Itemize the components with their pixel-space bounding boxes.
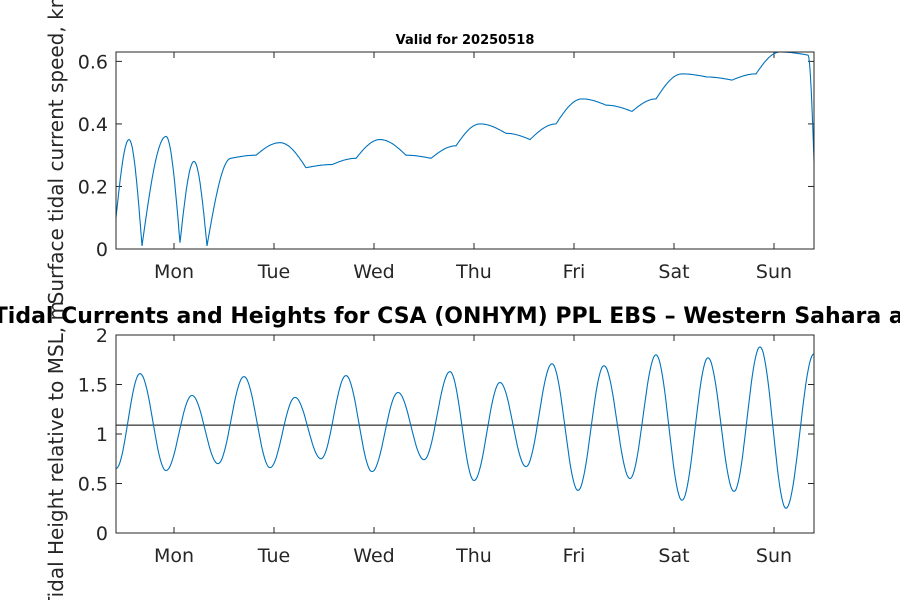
bottom-x-tick-label: Tue	[257, 545, 290, 567]
bottom-x-tick-label: Fri	[563, 545, 586, 567]
bottom-chart-title: Tidal Currents and Heights for CSA (ONHY…	[0, 304, 900, 329]
bottom-axes-box	[115, 334, 815, 534]
bottom-y-tick-label: 0.5	[78, 474, 108, 496]
tidal-height-panel: Tidal Currents and Heights for CSA (ONHY…	[0, 301, 900, 600]
current-speed-series-line	[115, 51, 815, 246]
bottom-y-tick-label: 0	[96, 523, 108, 545]
top-y-axis-label: Surface tidal current speed, kn	[44, 0, 68, 304]
top-x-tick-label: Fri	[563, 261, 586, 283]
bottom-x-tick-label: Mon	[154, 545, 194, 567]
top-x-tick-label: Tue	[257, 261, 290, 283]
bottom-y-tick-label: 2	[96, 325, 108, 347]
top-chart-title: Valid for 20250518	[396, 33, 535, 48]
top-x-tick-label: Thu	[455, 261, 492, 283]
top-y-tick-label: 0.2	[78, 176, 108, 198]
current-speed-panel: Valid for 20250518 Surface tidal current…	[44, 0, 815, 304]
top-x-tick-label: Sun	[756, 261, 792, 283]
top-y-tick-label: 0	[96, 239, 108, 261]
bottom-x-tick-label: Thu	[455, 545, 492, 567]
bottom-x-tick-label: Wed	[353, 545, 394, 567]
top-x-tick-label: Sat	[658, 261, 689, 283]
top-x-tick-label: Wed	[353, 261, 394, 283]
bottom-y-tick-label: 1.5	[78, 375, 108, 397]
tidal-height-series-line	[115, 346, 815, 509]
bottom-y-axis-label: Tidal Height relative to MSL, m	[44, 301, 68, 600]
top-axes-box	[115, 51, 815, 250]
bottom-x-tick-label: Sat	[658, 545, 689, 567]
top-y-tick-label: 0.4	[78, 114, 108, 136]
bottom-x-tick-label: Sun	[756, 545, 792, 567]
bottom-y-tick-label: 1	[96, 424, 108, 446]
top-y-tick-label: 0.6	[78, 51, 108, 73]
top-x-tick-label: Mon	[154, 261, 194, 283]
